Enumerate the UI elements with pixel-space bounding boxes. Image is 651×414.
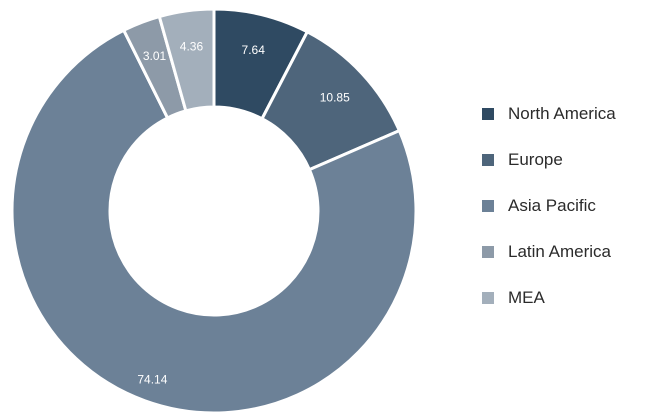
legend-swatch (482, 154, 494, 166)
data-label: 74.14 (137, 372, 167, 386)
legend-label: North America (508, 104, 616, 124)
legend-label: MEA (508, 288, 545, 308)
data-label: 10.85 (320, 91, 350, 105)
legend-label: Europe (508, 150, 563, 170)
legend-swatch (482, 292, 494, 304)
legend: North America Europe Asia Pacific Latin … (482, 104, 616, 334)
legend-swatch (482, 246, 494, 258)
data-label: 7.64 (242, 43, 266, 57)
legend-item-mea[interactable]: MEA (482, 288, 616, 308)
legend-item-latin-america[interactable]: Latin America (482, 242, 616, 262)
legend-item-asia-pacific[interactable]: Asia Pacific (482, 196, 616, 216)
slice-group (12, 9, 416, 413)
legend-swatch (482, 108, 494, 120)
legend-label: Asia Pacific (508, 196, 596, 216)
legend-item-europe[interactable]: Europe (482, 150, 616, 170)
legend-label: Latin America (508, 242, 611, 262)
data-label: 3.01 (143, 49, 167, 63)
legend-swatch (482, 200, 494, 212)
data-label: 4.36 (180, 40, 204, 54)
legend-item-north-america[interactable]: North America (482, 104, 616, 124)
